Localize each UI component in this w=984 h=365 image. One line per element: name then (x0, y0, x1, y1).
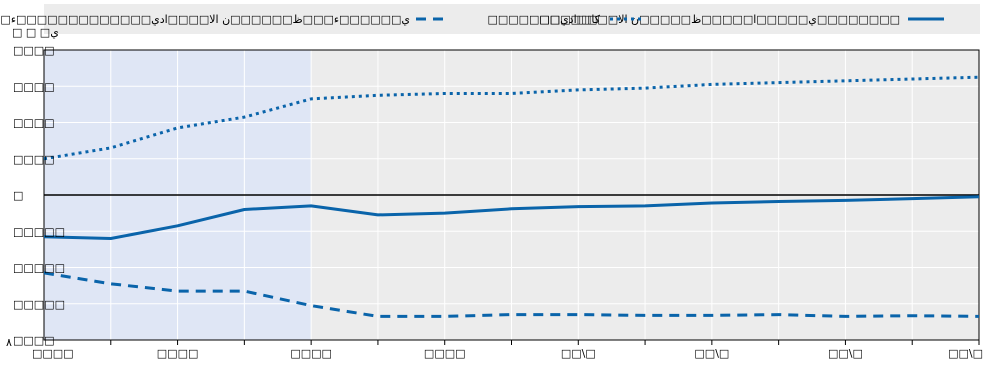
y-tick-label: □□□□ (13, 334, 55, 347)
x-tick-label: □□□□ (157, 347, 199, 360)
y-tick-label: □□□□ (13, 153, 55, 166)
x-tick-label: □□\□ (694, 347, 729, 360)
x-tick-label: □□□□ (32, 347, 74, 360)
y-tick-label: □□□□ (13, 80, 55, 93)
axes (43, 49, 980, 345)
x-tick-label-corner: ٨ (6, 336, 12, 349)
y-tick-label: □□□□□ (13, 298, 65, 311)
y-tick-label: □□□□ (13, 117, 55, 130)
legend-item-dotted: □□□□□□□□□□كا (487, 13, 642, 26)
x-tick-label: □□\□ (828, 347, 863, 360)
y-axis-tick-labels: □□□□□□□□□□□□□□□□□□□□□□□□□□□□□□□□□□□□ (13, 44, 65, 347)
legend-item-solid: □□ي□□□□□ا□□□□□ظ□□□□□ن الا□□□□ادي□□□□□□□□ (539, 13, 944, 26)
y-tick-label: □□□□□ (13, 262, 65, 275)
y-tick-label: □□□□ (13, 44, 55, 57)
legend-label-dashed: □□ي□□□□□□ء□□□ظ□□□□□□ن الا□□□□ادي□□□□□□□□… (0, 13, 410, 26)
y-tick-label: □ (13, 189, 23, 202)
y-tick-label: □□□□□ (13, 225, 65, 238)
y-unit-label: □ □ □ي (12, 26, 59, 39)
legend: □□ي□□□□□ا□□□□□ظ□□□□□ن الا□□□□ادي□□□□□□□□… (0, 4, 980, 34)
legend-item-dashed: □□ي□□□□□□ء□□□ظ□□□□□□ن الا□□□□ادي□□□□□□□□… (0, 13, 448, 26)
legend-label-dotted: □□□□□□□□□□كا (487, 13, 600, 26)
x-tick-label: □□\□ (948, 347, 983, 360)
x-tick-label: □□□□ (424, 347, 466, 360)
x-tick-label: □□□□ (290, 347, 332, 360)
series-line-solid (43, 195, 980, 240)
series-line-dashed (43, 271, 980, 318)
legend-background (44, 4, 980, 34)
legend-label-solid: □□ي□□□□□ا□□□□□ظ□□□□□ن الا□□□□ادي□□□□□□□□ (539, 13, 900, 26)
x-axis-tick-labels: □□□□ □□□□ □□□□ □□□□ □□\□ □□\□ □□\□ □□\□٨ (6, 336, 983, 360)
series-line-dotted (43, 75, 980, 161)
series-lines (43, 75, 980, 318)
x-tick-label: □□\□ (561, 347, 596, 360)
